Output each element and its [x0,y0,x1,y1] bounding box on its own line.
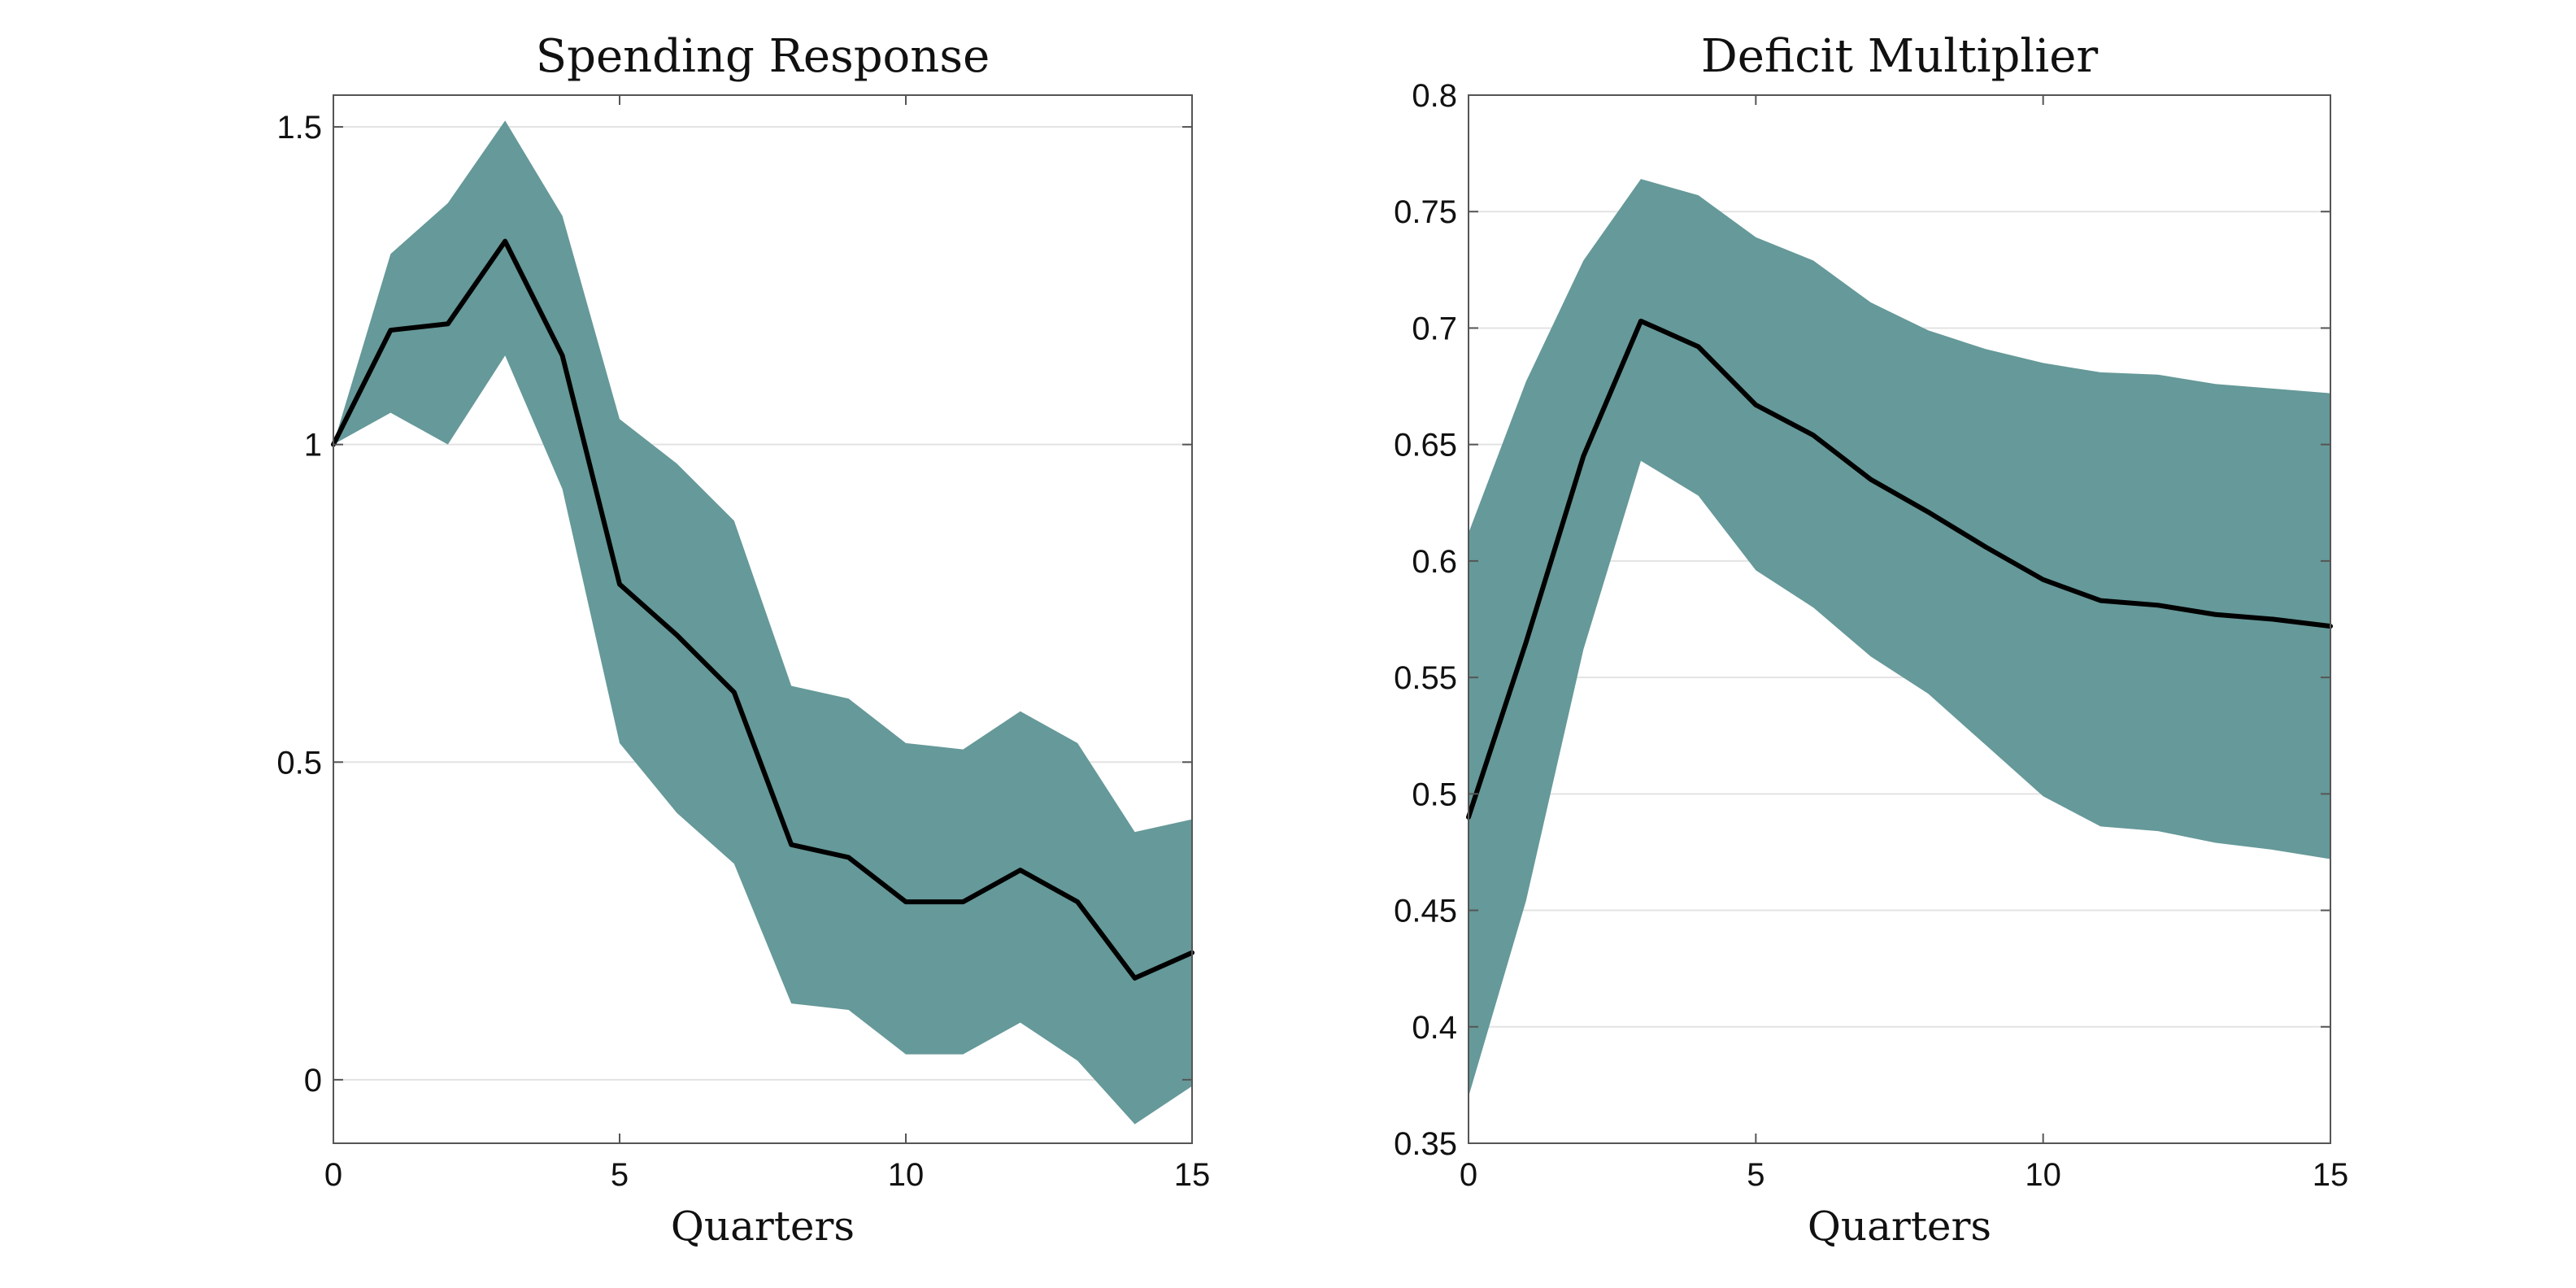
confidence-band [1469,179,2330,1097]
x-tick-label: 10 [2025,1157,2061,1193]
x-tick-label: 15 [2313,1157,2349,1193]
chart-title: Spending Response [536,30,990,83]
y-tick-label: 0.35 [1394,1126,1457,1162]
y-tick-label: 0.8 [1412,78,1457,114]
y-tick-label: 1.5 [276,110,322,146]
y-tick-label: 0.5 [276,745,322,781]
plot-area: 0 5 10 15 0 0.5 1 1.5 [276,94,1211,1193]
plot-area: 0 5 10 15 0.35 0.4 0.45 0.5 0.55 0.6 0.65 0.7 0.75 0.… [1394,78,2348,1193]
axes-frame [1468,94,2331,1144]
x-axis-label: Quarters [1808,1203,1991,1250]
y-tick-label: 0.75 [1394,194,1457,230]
x-tick-label: 5 [611,1157,629,1193]
axes-frame [333,94,1193,1144]
x-tick-label: 10 [888,1157,925,1193]
y-tick-label: 0 [304,1063,322,1099]
y-tick-label: 0.45 [1394,894,1457,929]
x-tick-label: 0 [1460,1157,1477,1193]
spending-response-chart: Spending Response Quarters 0 5 10 15 0 0.5 1 1.… [276,30,1210,1250]
point-estimate-line [331,238,1194,981]
y-tick-label: 1 [304,428,322,463]
confidence-band [333,120,1192,1125]
y-tick-label: 0.55 [1394,660,1457,696]
y-tick-label: 0.5 [1412,777,1457,812]
y-tick-label: 0.7 [1412,311,1457,346]
y-tick-label: 0.4 [1412,1010,1457,1046]
x-tick-label: 0 [324,1157,342,1193]
chart-title: Deficit Multiplier [1701,30,2099,83]
point-estimate-line [1466,318,2333,820]
x-tick-label: 5 [1747,1157,1764,1193]
x-axis-label: Quarters [671,1203,855,1250]
y-tick-label: 0.65 [1394,428,1457,463]
y-tick-label: 0.6 [1412,544,1457,580]
deficit-multiplier-chart: Deficit Multiplier Quarters 0 5 10 15 0.35 0.… [1394,30,2348,1250]
x-tick-label: 15 [1174,1157,1211,1193]
